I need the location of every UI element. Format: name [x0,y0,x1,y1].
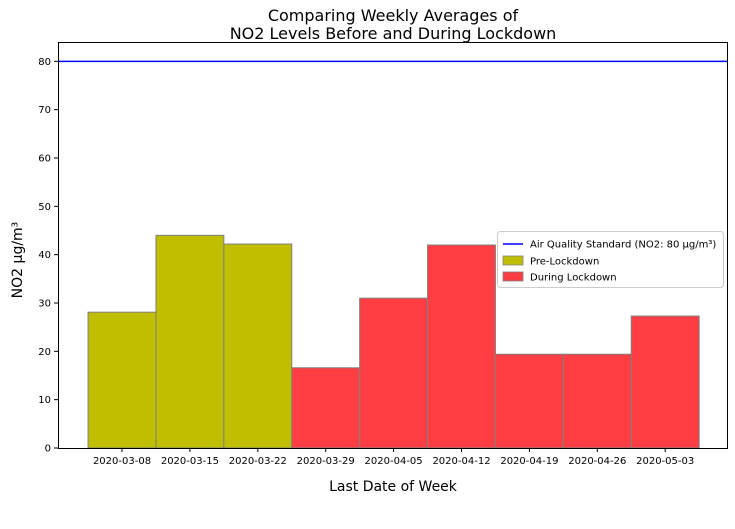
legend: Air Quality Standard (NO2: 80 µg/m³) Pre-… [497,231,724,288]
x-tick-label: 2020-05-03 [636,456,694,467]
y-axis: 0 10 20 30 40 50 60 70 80 [38,57,58,455]
bar-2020-03-22 [223,243,293,449]
x-axis: 2020-03-08 2020-03-15 2020-03-22 2020-03-29… [93,448,694,467]
bar-2020-03-29 [291,367,361,449]
legend-label: During Lockdown [530,273,617,284]
bar-2020-04-12 [427,244,496,449]
x-tick-label: 2020-03-29 [297,456,355,467]
bar-2020-03-08 [87,311,157,449]
legend-patch-swatch [502,255,524,266]
y-tick-label: 10 [38,395,51,406]
bar-2020-04-19 [494,353,564,449]
legend-label: Air Quality Standard (NO2: 80 µg/m³) [530,240,716,251]
y-tick-label: 80 [38,57,51,68]
x-tick-label: 2020-03-22 [229,456,287,467]
bar-2020-05-03 [630,315,700,449]
bars-group [87,234,700,449]
y-tick-label: 40 [38,250,51,261]
x-tick-label: 2020-04-12 [432,456,490,467]
bar-2020-03-15 [155,234,225,449]
y-axis-label: NO2 µg/m³ [10,222,26,299]
y-tick-label: 60 [38,154,51,165]
x-tick-label: 2020-03-15 [161,456,219,467]
y-tick-label: 20 [38,347,51,358]
bar-2020-04-26 [562,353,632,449]
y-tick-label: 30 [38,299,51,310]
chart-title-line-1: Comparing Weekly Averages of [268,6,519,25]
y-tick-label: 70 [38,105,51,116]
x-tick-label: 2020-04-05 [365,456,423,467]
x-tick-label: 2020-04-26 [568,456,626,467]
legend-label: Pre-Lockdown [530,257,599,268]
chart-title-line-2: NO2 Levels Before and During Lockdown [230,24,557,43]
x-axis-label: Last Date of Week [329,479,458,495]
bar-2020-04-05 [359,297,429,449]
legend-patch-swatch [502,271,524,282]
y-tick-label: 0 [45,444,51,455]
y-tick-label: 50 [38,202,51,213]
x-tick-label: 2020-03-08 [93,456,151,467]
plot-frame [58,42,728,449]
x-tick-label: 2020-04-19 [500,456,558,467]
legend-frame [497,231,724,288]
